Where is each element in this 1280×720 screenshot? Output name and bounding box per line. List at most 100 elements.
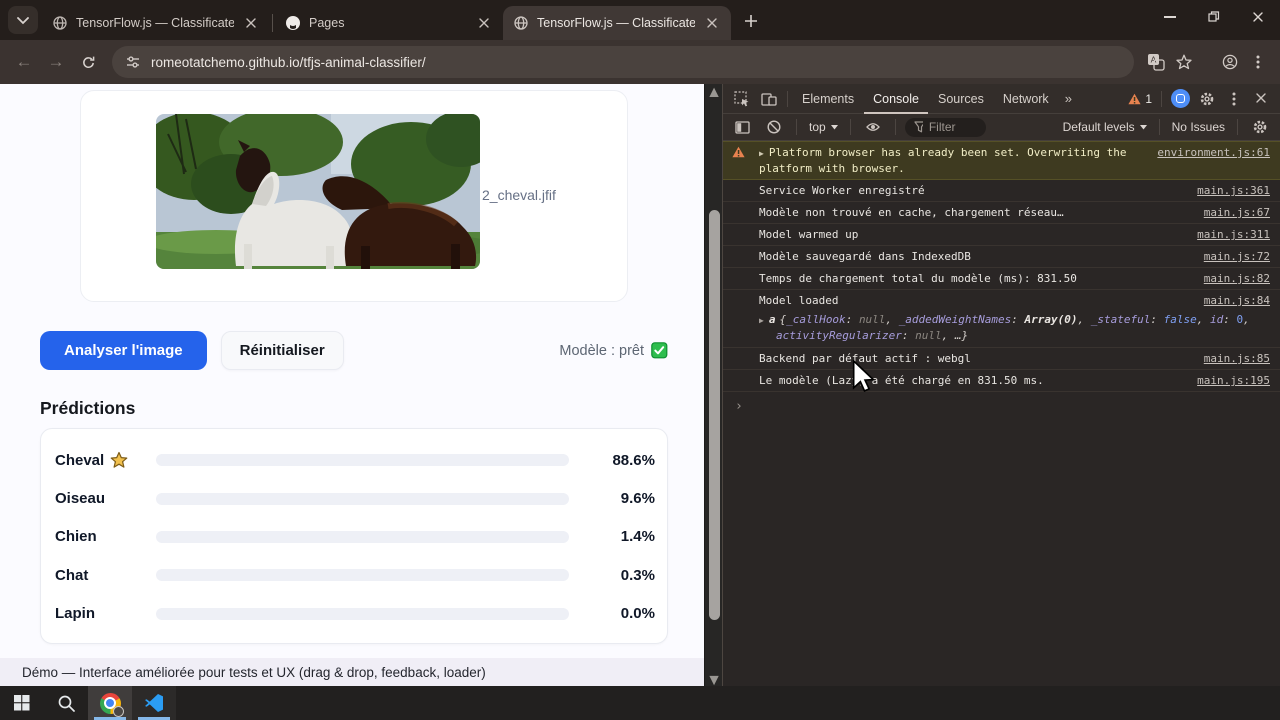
minimize-button[interactable]	[1148, 0, 1192, 34]
model-status-text: Modèle : prêt	[559, 342, 644, 359]
tab-close-icon[interactable]	[242, 14, 260, 32]
restore-button[interactable]	[1192, 0, 1236, 34]
devtools-tab-bar: Elements Console Sources Network » 1	[723, 84, 1280, 114]
address-bar[interactable]: romeotatchemo.github.io/tfjs-animal-clas…	[112, 46, 1134, 78]
prediction-row: Lapin 0.0%	[41, 595, 667, 633]
console-message: Temps de chargement total du modèle (ms)…	[759, 272, 1077, 285]
globe-favicon-icon	[514, 16, 528, 30]
avatar-icon	[1222, 54, 1237, 69]
taskbar-search-button[interactable]	[44, 686, 88, 720]
content-area: 2_cheval.jfif Analyser l'image Réinitial…	[0, 84, 1280, 689]
new-tab-button[interactable]	[737, 7, 765, 35]
warnings-counter[interactable]: 1	[1124, 92, 1156, 106]
devtools-ai-button[interactable]	[1167, 87, 1193, 111]
tab-tfjs-classifier-active[interactable]: TensorFlow.js — Classificateur d	[503, 6, 731, 40]
tab-close-icon[interactable]	[475, 14, 493, 32]
warning-triangle-icon	[732, 146, 745, 158]
prediction-bar-track	[156, 492, 569, 505]
issues-status[interactable]: No Issues	[1171, 120, 1225, 134]
ai-assistant-icon	[1170, 89, 1190, 108]
expander-icon[interactable]: ▶	[759, 149, 764, 158]
console-source-link[interactable]: main.js:85	[1203, 352, 1270, 365]
console-prompt[interactable]: ›	[723, 392, 1280, 417]
console-filter[interactable]	[904, 117, 987, 137]
tab-github-pages[interactable]: Pages	[275, 6, 503, 40]
object-value: 0	[1236, 313, 1244, 326]
reload-button[interactable]	[72, 46, 104, 78]
devtools-tab-console[interactable]: Console	[864, 84, 928, 114]
filter-input[interactable]	[928, 120, 978, 134]
device-toolbar-button[interactable]	[756, 87, 782, 111]
context-selector[interactable]: top	[806, 120, 841, 134]
console-source-link[interactable]: main.js:311	[1197, 228, 1270, 241]
console-row: Le modèle (Lazy) a été chargé en 831.50 …	[723, 370, 1280, 392]
device-toolbar-icon	[761, 92, 777, 106]
predictions-card: Cheval 88.6% Oiseau 9.6% Chien	[40, 428, 668, 644]
devtools-tab-sources[interactable]: Sources	[937, 91, 984, 106]
console-source-link[interactable]: main.js:361	[1197, 184, 1270, 197]
console-row: Backend par défaut actif : webgl main.js…	[723, 348, 1280, 370]
scrollbar-thumb[interactable]	[708, 210, 720, 620]
taskbar-vscode-button[interactable]	[132, 686, 176, 720]
page-scrollbar[interactable]: ▲ ▼	[704, 84, 722, 689]
devtools-tab-network[interactable]: Network	[1002, 91, 1049, 106]
object-punct: :	[845, 313, 859, 326]
console-source-link[interactable]: main.js:84	[1203, 294, 1270, 307]
object-value: false	[1163, 313, 1197, 326]
context-label: top	[809, 120, 826, 134]
tab-close-icon[interactable]	[703, 14, 721, 32]
clear-console-button[interactable]	[761, 115, 787, 139]
chevron-down-icon	[1139, 124, 1147, 129]
more-tabs-button[interactable]: »	[1064, 91, 1072, 106]
console-source-link[interactable]: main.js:67	[1203, 206, 1270, 219]
analyze-image-button[interactable]: Analyser l'image	[40, 331, 207, 370]
tab-title: Pages	[309, 16, 345, 30]
console-sidebar-button[interactable]	[730, 115, 756, 139]
url-text[interactable]: romeotatchemo.github.io/tfjs-animal-clas…	[151, 54, 426, 70]
console-message: Modèle sauvegardé dans IndexedDB	[759, 250, 971, 263]
divider	[894, 119, 896, 135]
reset-button[interactable]: Réinitialiser	[220, 331, 344, 370]
console-message: Le modèle (Lazy) a été chargé en 831.50 …	[759, 374, 1044, 387]
expander-icon[interactable]: ▶	[759, 316, 764, 325]
translate-button[interactable]	[1142, 48, 1170, 76]
scroll-up-arrow[interactable]: ▲	[706, 84, 722, 101]
minimize-icon	[1164, 16, 1176, 18]
prediction-label: Oiseau	[55, 490, 106, 508]
windows-logo-icon	[14, 695, 30, 711]
console-source-link[interactable]: environment.js:61	[1157, 146, 1270, 159]
profile-button[interactable]	[1216, 48, 1244, 76]
browser-menu-button[interactable]	[1244, 48, 1272, 76]
inspect-icon	[734, 90, 750, 107]
tab-tfjs-classifier-1[interactable]: TensorFlow.js — Classificateur d	[42, 6, 270, 40]
console-toolbar: top Default levels	[723, 114, 1280, 141]
close-window-button[interactable]	[1236, 0, 1280, 34]
window-controls	[1148, 0, 1280, 34]
prediction-bar-track	[156, 530, 569, 543]
log-levels-selector[interactable]: Default levels	[1060, 120, 1150, 134]
dock-panel-icon	[735, 120, 750, 134]
devtools-tab-elements[interactable]: Elements	[802, 91, 855, 106]
filter-funnel-icon	[914, 121, 923, 133]
object-punct: :	[1223, 313, 1237, 326]
console-settings-button[interactable]	[1247, 115, 1273, 139]
console-source-link[interactable]: main.js:82	[1203, 272, 1270, 285]
console-source-link[interactable]: main.js:72	[1203, 250, 1270, 263]
devtools-close-button[interactable]	[1248, 87, 1274, 111]
devtools-settings-button[interactable]	[1194, 87, 1220, 111]
live-expression-button[interactable]	[860, 115, 886, 139]
star-icon	[1176, 54, 1192, 70]
taskbar-chrome-button[interactable]	[88, 686, 132, 720]
start-button[interactable]	[0, 686, 44, 720]
inspect-element-button[interactable]	[729, 87, 755, 111]
console-source-link[interactable]: main.js:195	[1197, 374, 1270, 387]
devtools-menu-button[interactable]	[1221, 87, 1247, 111]
forward-button[interactable]: →	[47, 52, 65, 71]
back-button[interactable]: ←	[15, 52, 33, 71]
check-mark-icon	[651, 342, 668, 359]
tab-search-button[interactable]	[8, 6, 38, 34]
scroll-down-arrow[interactable]: ▼	[706, 672, 722, 689]
console-message: Service Worker enregistré	[759, 184, 925, 197]
bookmark-button[interactable]	[1170, 48, 1198, 76]
